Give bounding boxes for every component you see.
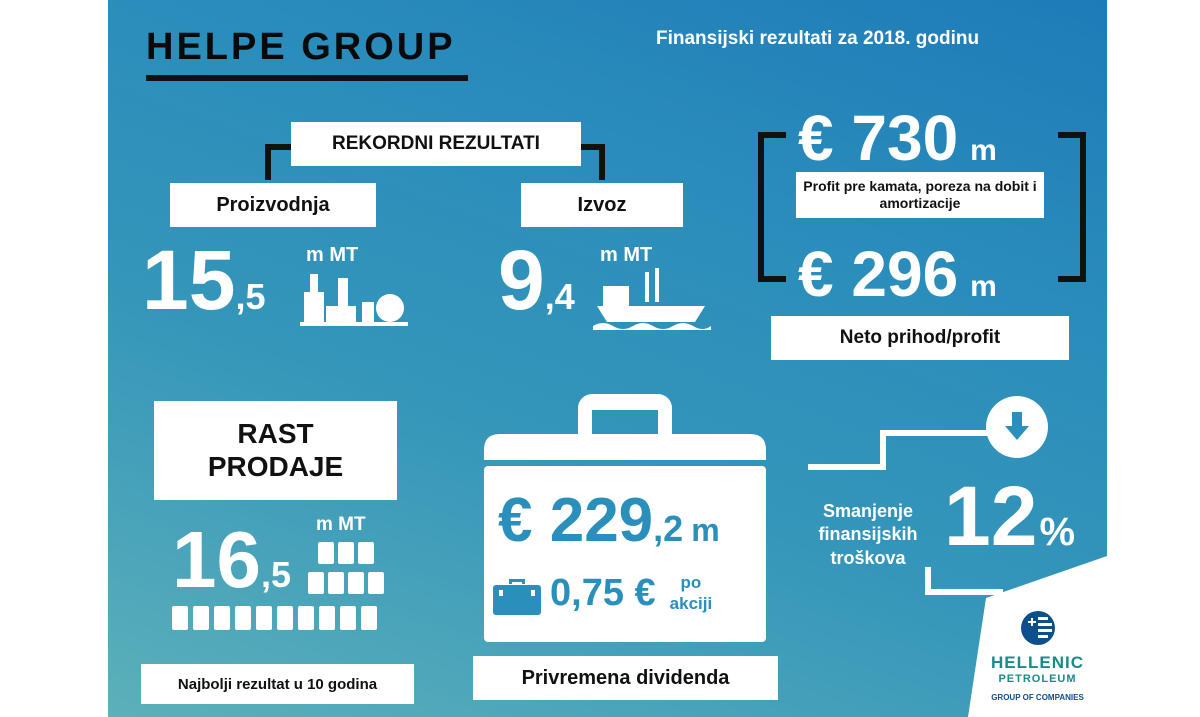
costs-label-line2: finansijskih: [818, 524, 918, 545]
dividend-footer: Privremena dividenda: [473, 656, 778, 700]
dividend-decimal: ,2: [653, 508, 684, 549]
ebitda-label: Profit pre kamata, poreza na dobit i amo…: [796, 172, 1044, 218]
profit-bracket-top-left: [758, 132, 786, 138]
costs-figure: 12 %: [944, 474, 1075, 558]
export-value: 9: [498, 233, 545, 327]
step-line-1: [880, 430, 995, 436]
logo-line2: PETROLEUM: [998, 673, 1077, 685]
sales-value: 16: [172, 515, 261, 604]
net-value: € 296: [798, 238, 959, 310]
export-unit: m MT: [600, 244, 653, 266]
per-share-labels: po akciji: [670, 572, 713, 615]
bracket-left: [265, 144, 271, 180]
net-unit: m: [970, 270, 997, 303]
sales-title-line2: PRODAJE: [207, 450, 344, 482]
export-label: Izvoz: [521, 183, 683, 227]
subtitle: Finansijski rezultati za 2018. godinu: [656, 28, 980, 49]
ebitda-unit: m: [970, 134, 997, 167]
arrow-down-icon: [986, 396, 1048, 458]
step-line-2: [880, 430, 886, 470]
profit-bracket-bottom-right: [1058, 276, 1086, 282]
ebitda-figure: € 730 m: [798, 106, 997, 170]
sales-figure: 16 ,5: [172, 520, 291, 600]
production-label: Proizvodnja: [170, 183, 376, 227]
logo-line1: HELLENIC: [991, 653, 1084, 672]
profit-bracket-top-right: [1058, 132, 1086, 138]
costs-label-line3: troškova: [830, 547, 906, 568]
sales-footer: Najbolji rezultat u 10 godina: [141, 664, 414, 704]
net-figure: € 296 m: [798, 242, 997, 306]
production-value: 15: [142, 233, 236, 327]
infographic-panel: HELPE GROUP Finansijski rezultati za 201…: [108, 0, 1107, 717]
profit-bracket-left: [758, 132, 764, 282]
title-underline: [146, 75, 468, 81]
production-decimal: ,5: [235, 276, 266, 317]
sales-title: RAST PRODAJE: [154, 401, 397, 500]
small-briefcase-icon: [493, 579, 541, 615]
brand-title: HELPE GROUP: [146, 26, 456, 68]
export-decimal: ,4: [544, 276, 575, 317]
hellenic-logo: HELLENIC PETROLEUM GROUP OF COMPANIES: [968, 610, 1107, 702]
step-line-3: [808, 464, 886, 470]
barrels-icon: [172, 542, 384, 630]
costs-label-line1: Smanjenje: [822, 501, 914, 521]
dividend-value: € 229: [498, 486, 654, 555]
export-figure: 9 ,4: [498, 238, 575, 322]
sales-decimal: ,5: [260, 554, 292, 595]
ebitda-value: € 730: [798, 102, 959, 174]
per-share-figure: 0,75 € po akciji: [550, 572, 712, 615]
logo-globe-icon: [1020, 611, 1055, 645]
refinery-icon: [300, 274, 408, 326]
record-label: REKORDNI REZULTATI: [291, 122, 581, 166]
step-line-4: [925, 567, 931, 595]
sales-unit: m MT: [316, 514, 366, 535]
production-figure: 15 ,5: [142, 238, 265, 322]
sales-title-line1: RAST: [237, 418, 314, 450]
briefcase-icon: [484, 394, 766, 642]
per-share-label1: po: [680, 573, 702, 592]
dividend-figure: € 229 ,2 m: [498, 490, 720, 552]
costs-value: 12: [944, 469, 1038, 563]
costs-label: Smanjenje finansijskih troškova: [798, 500, 938, 570]
per-share-value: 0,75 €: [550, 572, 656, 615]
per-share-label2: akciji: [669, 594, 713, 614]
profit-bracket-right: [1080, 132, 1086, 282]
bracket-right: [599, 144, 605, 180]
dividend-unit: m: [691, 512, 720, 548]
logo-line3: GROUP OF COMPANIES: [991, 693, 1084, 702]
costs-unit: %: [1039, 510, 1076, 554]
production-unit: m MT: [306, 244, 359, 266]
net-label: Neto prihod/profit: [771, 316, 1069, 360]
ship-icon: [593, 268, 711, 330]
step-line-5: [925, 589, 1003, 595]
profit-bracket-bottom-left: [758, 276, 786, 282]
